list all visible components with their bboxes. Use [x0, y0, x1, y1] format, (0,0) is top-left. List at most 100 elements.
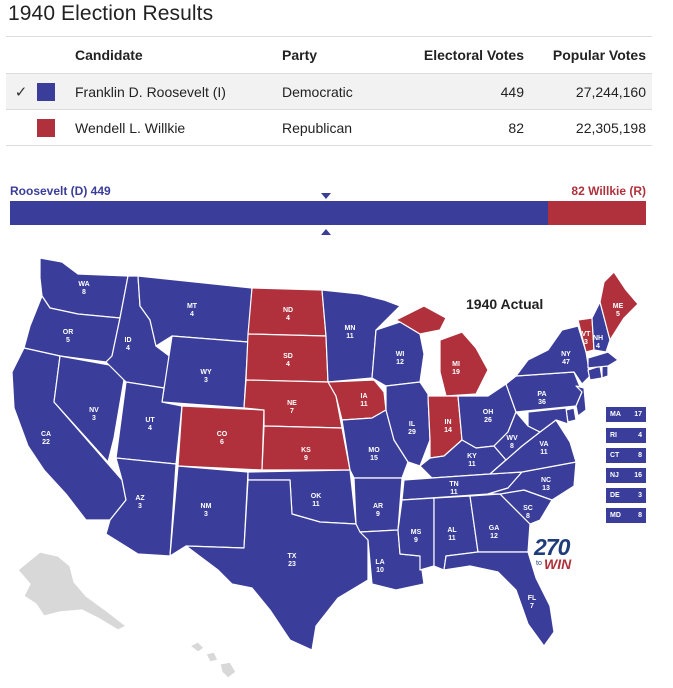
- header-swatch: [36, 36, 74, 74]
- state-CO[interactable]: [177, 405, 265, 471]
- small-state-ev: 4: [638, 432, 642, 439]
- dem-bar-label: Roosevelt (D) 449: [10, 184, 111, 198]
- small-state-abbr: NJ: [610, 472, 619, 479]
- state-label-vt: VT: [582, 331, 592, 338]
- state-label-co: CO: [217, 431, 228, 438]
- header-party[interactable]: Party: [281, 36, 393, 74]
- state-ev-az: 3: [138, 503, 142, 510]
- state-ev-mt: 4: [190, 311, 194, 318]
- state-label-nc: NC: [541, 477, 551, 484]
- state-ev-nc: 13: [542, 485, 550, 492]
- header-electoral-votes[interactable]: Electoral Votes: [393, 36, 530, 74]
- state-NJ[interactable]: [575, 385, 587, 417]
- small-state-ri[interactable]: RI 4: [606, 428, 646, 443]
- state-label-tx: TX: [288, 553, 297, 560]
- state-ev-ks: 9: [304, 455, 308, 462]
- dem-bar-segment: [10, 201, 548, 225]
- state-ev-al: 11: [448, 535, 456, 542]
- state-label-ut: UT: [145, 417, 155, 424]
- state-ev-wy: 3: [204, 377, 208, 384]
- state-ev-tn: 11: [450, 489, 458, 496]
- small-state-ev: 16: [634, 472, 642, 479]
- state-label-la: LA: [375, 559, 384, 566]
- state-NY[interactable]: [515, 325, 591, 385]
- state-label-nd: ND: [283, 307, 293, 314]
- state-label-or: OR: [63, 329, 74, 336]
- state-AZ[interactable]: [105, 457, 177, 557]
- small-state-ma[interactable]: MA 17: [606, 407, 646, 422]
- state-FL[interactable]: [443, 551, 555, 647]
- state-MT[interactable]: [137, 275, 253, 347]
- state-MD[interactable]: [527, 407, 569, 433]
- state-label-wy: WY: [200, 369, 212, 376]
- us-electoral-map: WA8OR5CA22NV3ID4MT4WY3UT4AZ3CO6NM3ND4SD4…: [11, 257, 639, 679]
- state-label-in: IN: [445, 419, 452, 426]
- state-label-ga: GA: [489, 525, 500, 532]
- state-label-ny: NY: [561, 351, 571, 358]
- candidate-electoral-votes: 449: [393, 73, 530, 110]
- logo-number: 270: [534, 534, 570, 560]
- 270towin-logo: 270 to WIN: [534, 534, 578, 578]
- candidate-electoral-votes: 82: [393, 109, 530, 146]
- state-NM[interactable]: [169, 465, 249, 557]
- state-AK[interactable]: [17, 551, 127, 631]
- state-label-az: AZ: [135, 495, 145, 502]
- state-ev-me: 5: [616, 311, 620, 318]
- state-label-mt: MT: [187, 303, 198, 310]
- state-TX[interactable]: [185, 479, 369, 651]
- party-color-swatch: [37, 118, 55, 137]
- state-label-ar: AR: [373, 503, 383, 510]
- state-label-ms: MS: [411, 529, 422, 536]
- table-row[interactable]: Wendell L. Willkie Republican 82 22,305,…: [6, 109, 652, 146]
- small-state-abbr: MA: [610, 411, 621, 418]
- small-state-de[interactable]: DE 3: [606, 488, 646, 503]
- small-state-md[interactable]: MD 8: [606, 508, 646, 523]
- state-ev-pa: 36: [538, 399, 546, 406]
- logo-win: WIN: [544, 556, 572, 572]
- state-ev-id: 4: [126, 345, 130, 352]
- state-ev-wa: 8: [82, 289, 86, 296]
- state-ev-or: 5: [66, 337, 70, 344]
- state-ev-fl: 7: [530, 603, 534, 610]
- small-state-nj[interactable]: NJ 16: [606, 468, 646, 483]
- small-state-abbr: CT: [610, 452, 620, 459]
- small-state-abbr: DE: [610, 492, 620, 499]
- state-ME[interactable]: [599, 271, 639, 341]
- state-ev-ar: 9: [376, 511, 380, 518]
- small-state-ev: 8: [638, 512, 642, 519]
- state-label-nm: NM: [201, 503, 212, 510]
- state-ev-mo: 15: [370, 455, 378, 462]
- state-label-wv: WV: [506, 435, 518, 442]
- state-label-nv: NV: [89, 407, 99, 414]
- state-label-va: VA: [539, 441, 548, 448]
- map-title: 1940 Actual: [466, 296, 544, 312]
- state-label-wi: WI: [396, 351, 405, 358]
- state-MI[interactable]: [395, 305, 489, 397]
- table-row[interactable]: ✓ Franklin D. Roosevelt (I) Democratic 4…: [6, 73, 652, 110]
- state-label-id: ID: [125, 337, 132, 344]
- candidate-party: Democratic: [281, 73, 393, 110]
- state-ev-co: 6: [220, 439, 224, 446]
- candidate-party: Republican: [281, 109, 393, 146]
- small-state-ev: 17: [634, 411, 642, 418]
- state-ev-ok: 11: [312, 501, 320, 508]
- state-ev-wv: 8: [510, 443, 514, 450]
- state-MA[interactable]: [587, 351, 619, 369]
- header-popular-votes[interactable]: Popular Votes: [530, 36, 652, 74]
- small-state-ct[interactable]: CT 8: [606, 448, 646, 463]
- state-ev-oh: 26: [484, 417, 492, 424]
- header-candidate[interactable]: Candidate: [74, 36, 281, 74]
- state-NC[interactable]: [487, 461, 577, 501]
- state-labels: WA8OR5CA22NV3ID4MT4WY3UT4AZ3CO6NM3ND4SD4…: [41, 281, 624, 610]
- state-ev-ut: 4: [148, 425, 152, 432]
- page-title: 1940 Election Results: [8, 2, 214, 25]
- electoral-vote-bar: [10, 201, 646, 225]
- state-label-me: ME: [613, 303, 624, 310]
- state-label-sc: SC: [523, 505, 533, 512]
- logo-to: to: [536, 560, 542, 567]
- small-state-ev: 3: [638, 492, 642, 499]
- state-label-ky: KY: [467, 453, 477, 460]
- state-HI[interactable]: [189, 641, 237, 679]
- state-NH[interactable]: [591, 301, 611, 353]
- state-RI[interactable]: [601, 365, 609, 379]
